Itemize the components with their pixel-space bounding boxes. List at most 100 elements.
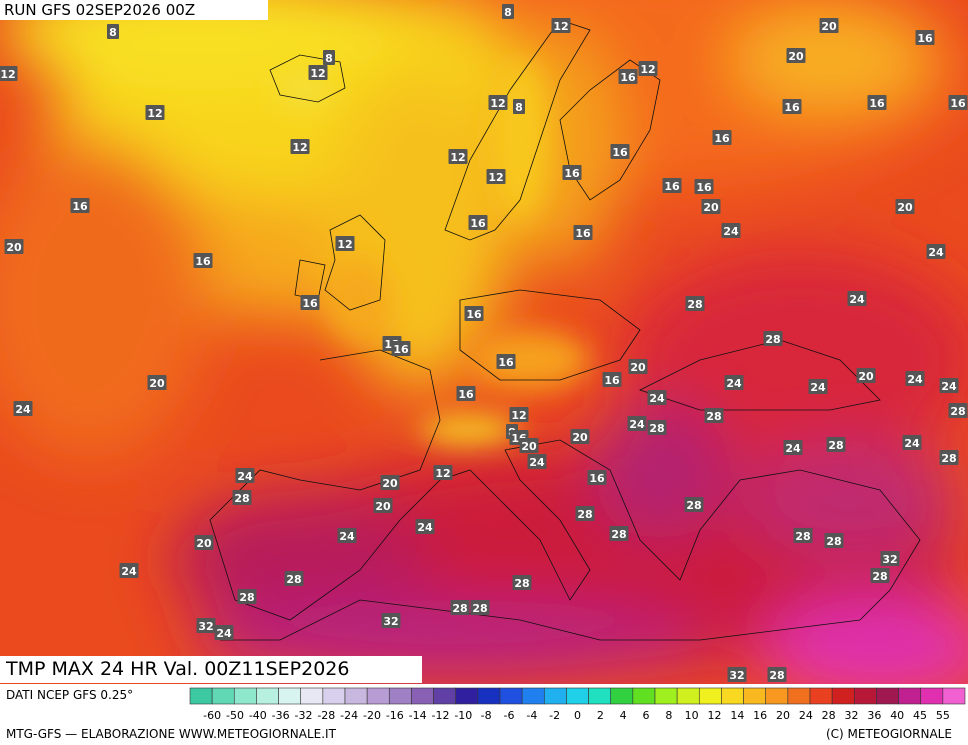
isotherm-label: 28 (686, 499, 701, 512)
label-box (847, 291, 867, 306)
isotherm-label: 20 (897, 201, 913, 214)
label-box (486, 169, 506, 184)
run-box: RUN GFS 02SEP2026 00Z (0, 0, 268, 20)
label-box (433, 465, 453, 480)
label-box (502, 4, 514, 19)
isotherm-label: 16 (470, 217, 486, 230)
credit: MTG-GFS — ELABORAZIONE WWW.METEOGIORNALE… (6, 727, 336, 741)
legend-tick-label: -60 (203, 709, 221, 722)
isotherm-label: 24 (121, 565, 137, 578)
isotherm-label: 20 (149, 377, 165, 390)
isotherm-label: 16 (917, 32, 933, 45)
isotherm-label: 20 (375, 500, 391, 513)
isotherm-label: 24 (629, 418, 645, 431)
legend-tick-label: -10 (454, 709, 472, 722)
isotherm-label: 12 (147, 107, 162, 120)
legend-tick-label: 14 (730, 709, 744, 722)
legend-swatch (809, 687, 833, 705)
label-box (380, 475, 400, 490)
legend-tick-label: -36 (272, 709, 290, 722)
legend-swatch (698, 687, 722, 705)
label-box (721, 223, 741, 238)
isotherm-label: 16 (620, 71, 636, 84)
legend-swatch (876, 687, 899, 705)
isotherm-label: 28 (765, 333, 780, 346)
isotherm-label: 20 (821, 20, 837, 33)
isotherm-label: 28 (769, 669, 784, 682)
isotherm-label: 28 (872, 570, 887, 583)
isotherm-label: 24 (941, 380, 957, 393)
isotherm-label: 8 (325, 52, 333, 65)
isotherm-label: 16 (564, 167, 580, 180)
isotherm-label: 12 (310, 67, 325, 80)
isotherm-label: 32 (383, 615, 398, 628)
isotherm-label: 16 (714, 132, 730, 145)
copyright: (C) METEOGIORNALE (826, 727, 952, 741)
isotherm-label: 28 (577, 508, 592, 521)
legend-swatch (433, 687, 457, 705)
legend-swatch (942, 687, 966, 705)
legend-tick-label: 36 (867, 709, 881, 722)
legend-tick-label: 45 (913, 709, 927, 722)
label-box (808, 379, 828, 394)
isotherm-label: 24 (216, 627, 232, 640)
legend-tick-label: 24 (799, 709, 813, 722)
isotherm-label: 24 (904, 437, 920, 450)
legend-tick-label: -8 (481, 709, 492, 722)
isotherm-label: 20 (521, 440, 537, 453)
isotherm-label: 16 (575, 227, 591, 240)
legend-tick-label: 16 (753, 709, 767, 722)
isotherm-label: 24 (15, 403, 31, 416)
label-box (939, 450, 959, 465)
isotherm-label: 28 (649, 422, 664, 435)
label-box (194, 535, 214, 550)
legend-swatch (654, 687, 678, 705)
label-box (107, 24, 119, 39)
isotherm-label: 16 (784, 101, 800, 114)
label-box (373, 498, 393, 513)
label-box (880, 551, 900, 566)
legend-swatch (455, 687, 479, 705)
legend-tick-label: 8 (665, 709, 672, 722)
label-box (509, 407, 529, 422)
legend-tick-label: -6 (504, 709, 515, 722)
isotherm-label: 24 (928, 246, 944, 259)
label-box (870, 568, 890, 583)
label-box (4, 239, 24, 254)
legend-swatch (211, 687, 235, 705)
label-box (575, 506, 595, 521)
isotherm-label: 24 (237, 470, 253, 483)
isotherm-label: 28 (941, 452, 956, 465)
label-box (610, 144, 630, 159)
label-box (284, 571, 304, 586)
label-box (488, 95, 508, 110)
label-box (512, 575, 532, 590)
label-box (13, 401, 33, 416)
label-box (235, 468, 255, 483)
label-box (335, 236, 355, 251)
legend-swatch (566, 687, 589, 705)
isotherm-label: 28 (514, 577, 529, 590)
isotherm-label: 24 (417, 521, 433, 534)
label-box (609, 526, 629, 541)
label-box (448, 149, 468, 164)
label-box (119, 563, 139, 578)
label-box (562, 165, 582, 180)
label-box (704, 408, 724, 423)
isotherm-label: 20 (788, 50, 804, 63)
legend-tick-label: -28 (317, 709, 335, 722)
isotherm-label: 24 (785, 442, 801, 455)
isotherm-label: 16 (950, 97, 966, 110)
legend-swatch (388, 687, 412, 705)
legend-swatch (610, 687, 634, 705)
legend-tick-label: -40 (249, 709, 267, 722)
legend-tick-label: 6 (643, 709, 650, 722)
label-box (948, 95, 968, 110)
isotherm-label: 16 (869, 97, 885, 110)
label-box (662, 178, 682, 193)
label-box (337, 528, 357, 543)
label-box (895, 199, 915, 214)
legend-tick-label: 10 (685, 709, 699, 722)
label-box (867, 95, 887, 110)
